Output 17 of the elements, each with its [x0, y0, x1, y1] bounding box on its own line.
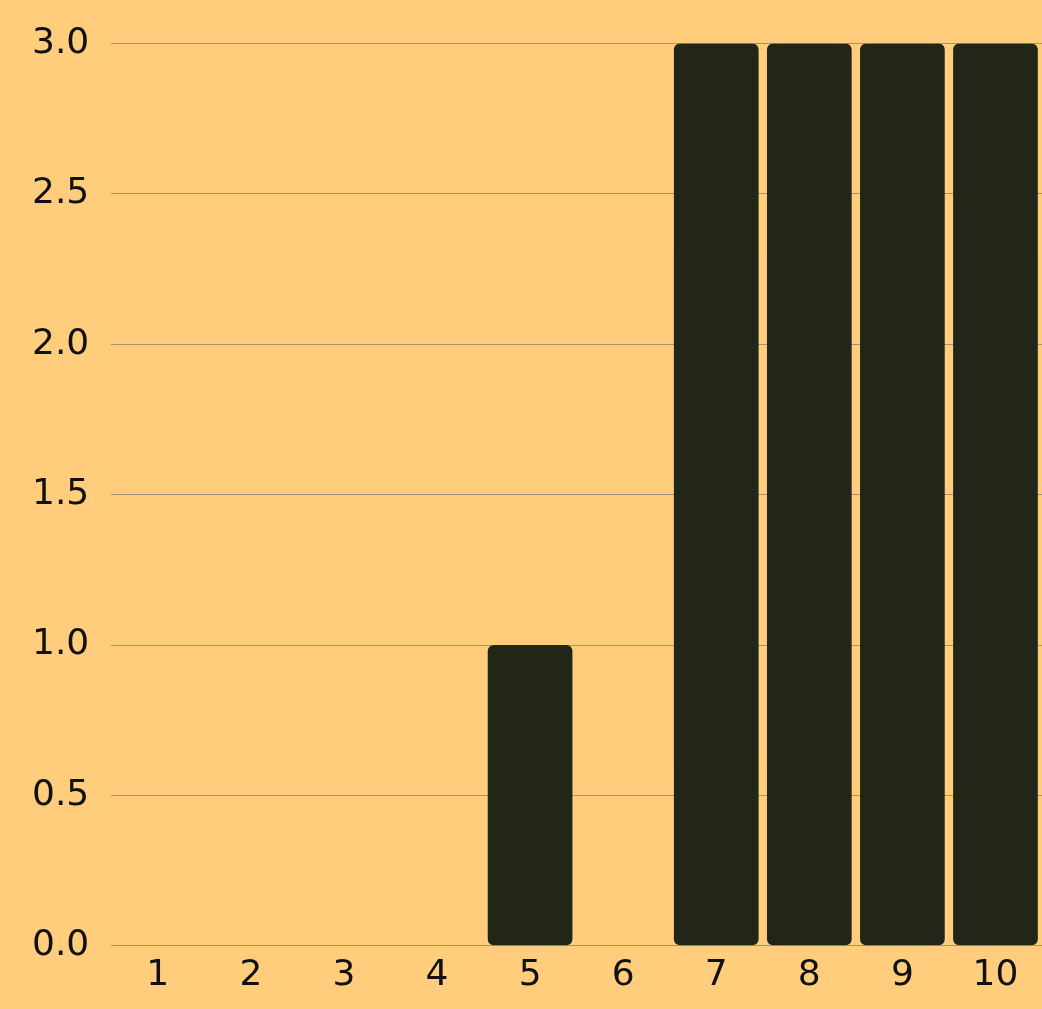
x-tick-label: 3	[332, 951, 356, 993]
x-tick-label: 10	[972, 951, 1019, 993]
x-tick-label: 5	[518, 951, 542, 993]
x-tick-label: 6	[611, 951, 635, 993]
x-tick-label: 9	[890, 951, 914, 993]
x-tick-label: 7	[704, 951, 728, 993]
y-tick-label: 3.0	[31, 19, 90, 61]
x-tick-label: 1	[146, 951, 170, 993]
x-tick-label: 8	[797, 951, 821, 993]
x-tick-label: 4	[425, 951, 449, 993]
y-tick-label: 0.5	[31, 771, 90, 813]
y-tick-label: 1.5	[31, 471, 90, 513]
y-tick-label: 1.0	[31, 621, 90, 663]
x-tick-label: 2	[239, 951, 263, 993]
y-tick-label: 2.0	[31, 320, 90, 362]
y-tick-label: 0.0	[31, 922, 90, 964]
y-tick-label: 2.5	[31, 170, 90, 212]
